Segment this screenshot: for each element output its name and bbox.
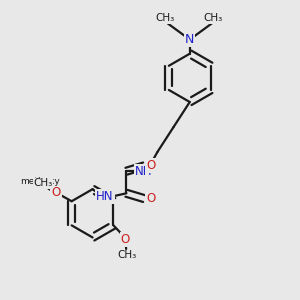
- Text: CH₃: CH₃: [33, 178, 52, 188]
- Text: O: O: [146, 192, 155, 205]
- Text: CH₃: CH₃: [156, 13, 175, 23]
- Text: N: N: [185, 33, 194, 46]
- Text: HN: HN: [96, 190, 114, 203]
- Text: O: O: [146, 159, 155, 172]
- Text: O: O: [51, 186, 61, 199]
- Text: O: O: [121, 233, 130, 246]
- Text: CH₃: CH₃: [204, 13, 223, 23]
- Text: methoxy: methoxy: [20, 177, 60, 186]
- Text: CH₃: CH₃: [117, 250, 136, 260]
- Text: NH: NH: [135, 165, 153, 178]
